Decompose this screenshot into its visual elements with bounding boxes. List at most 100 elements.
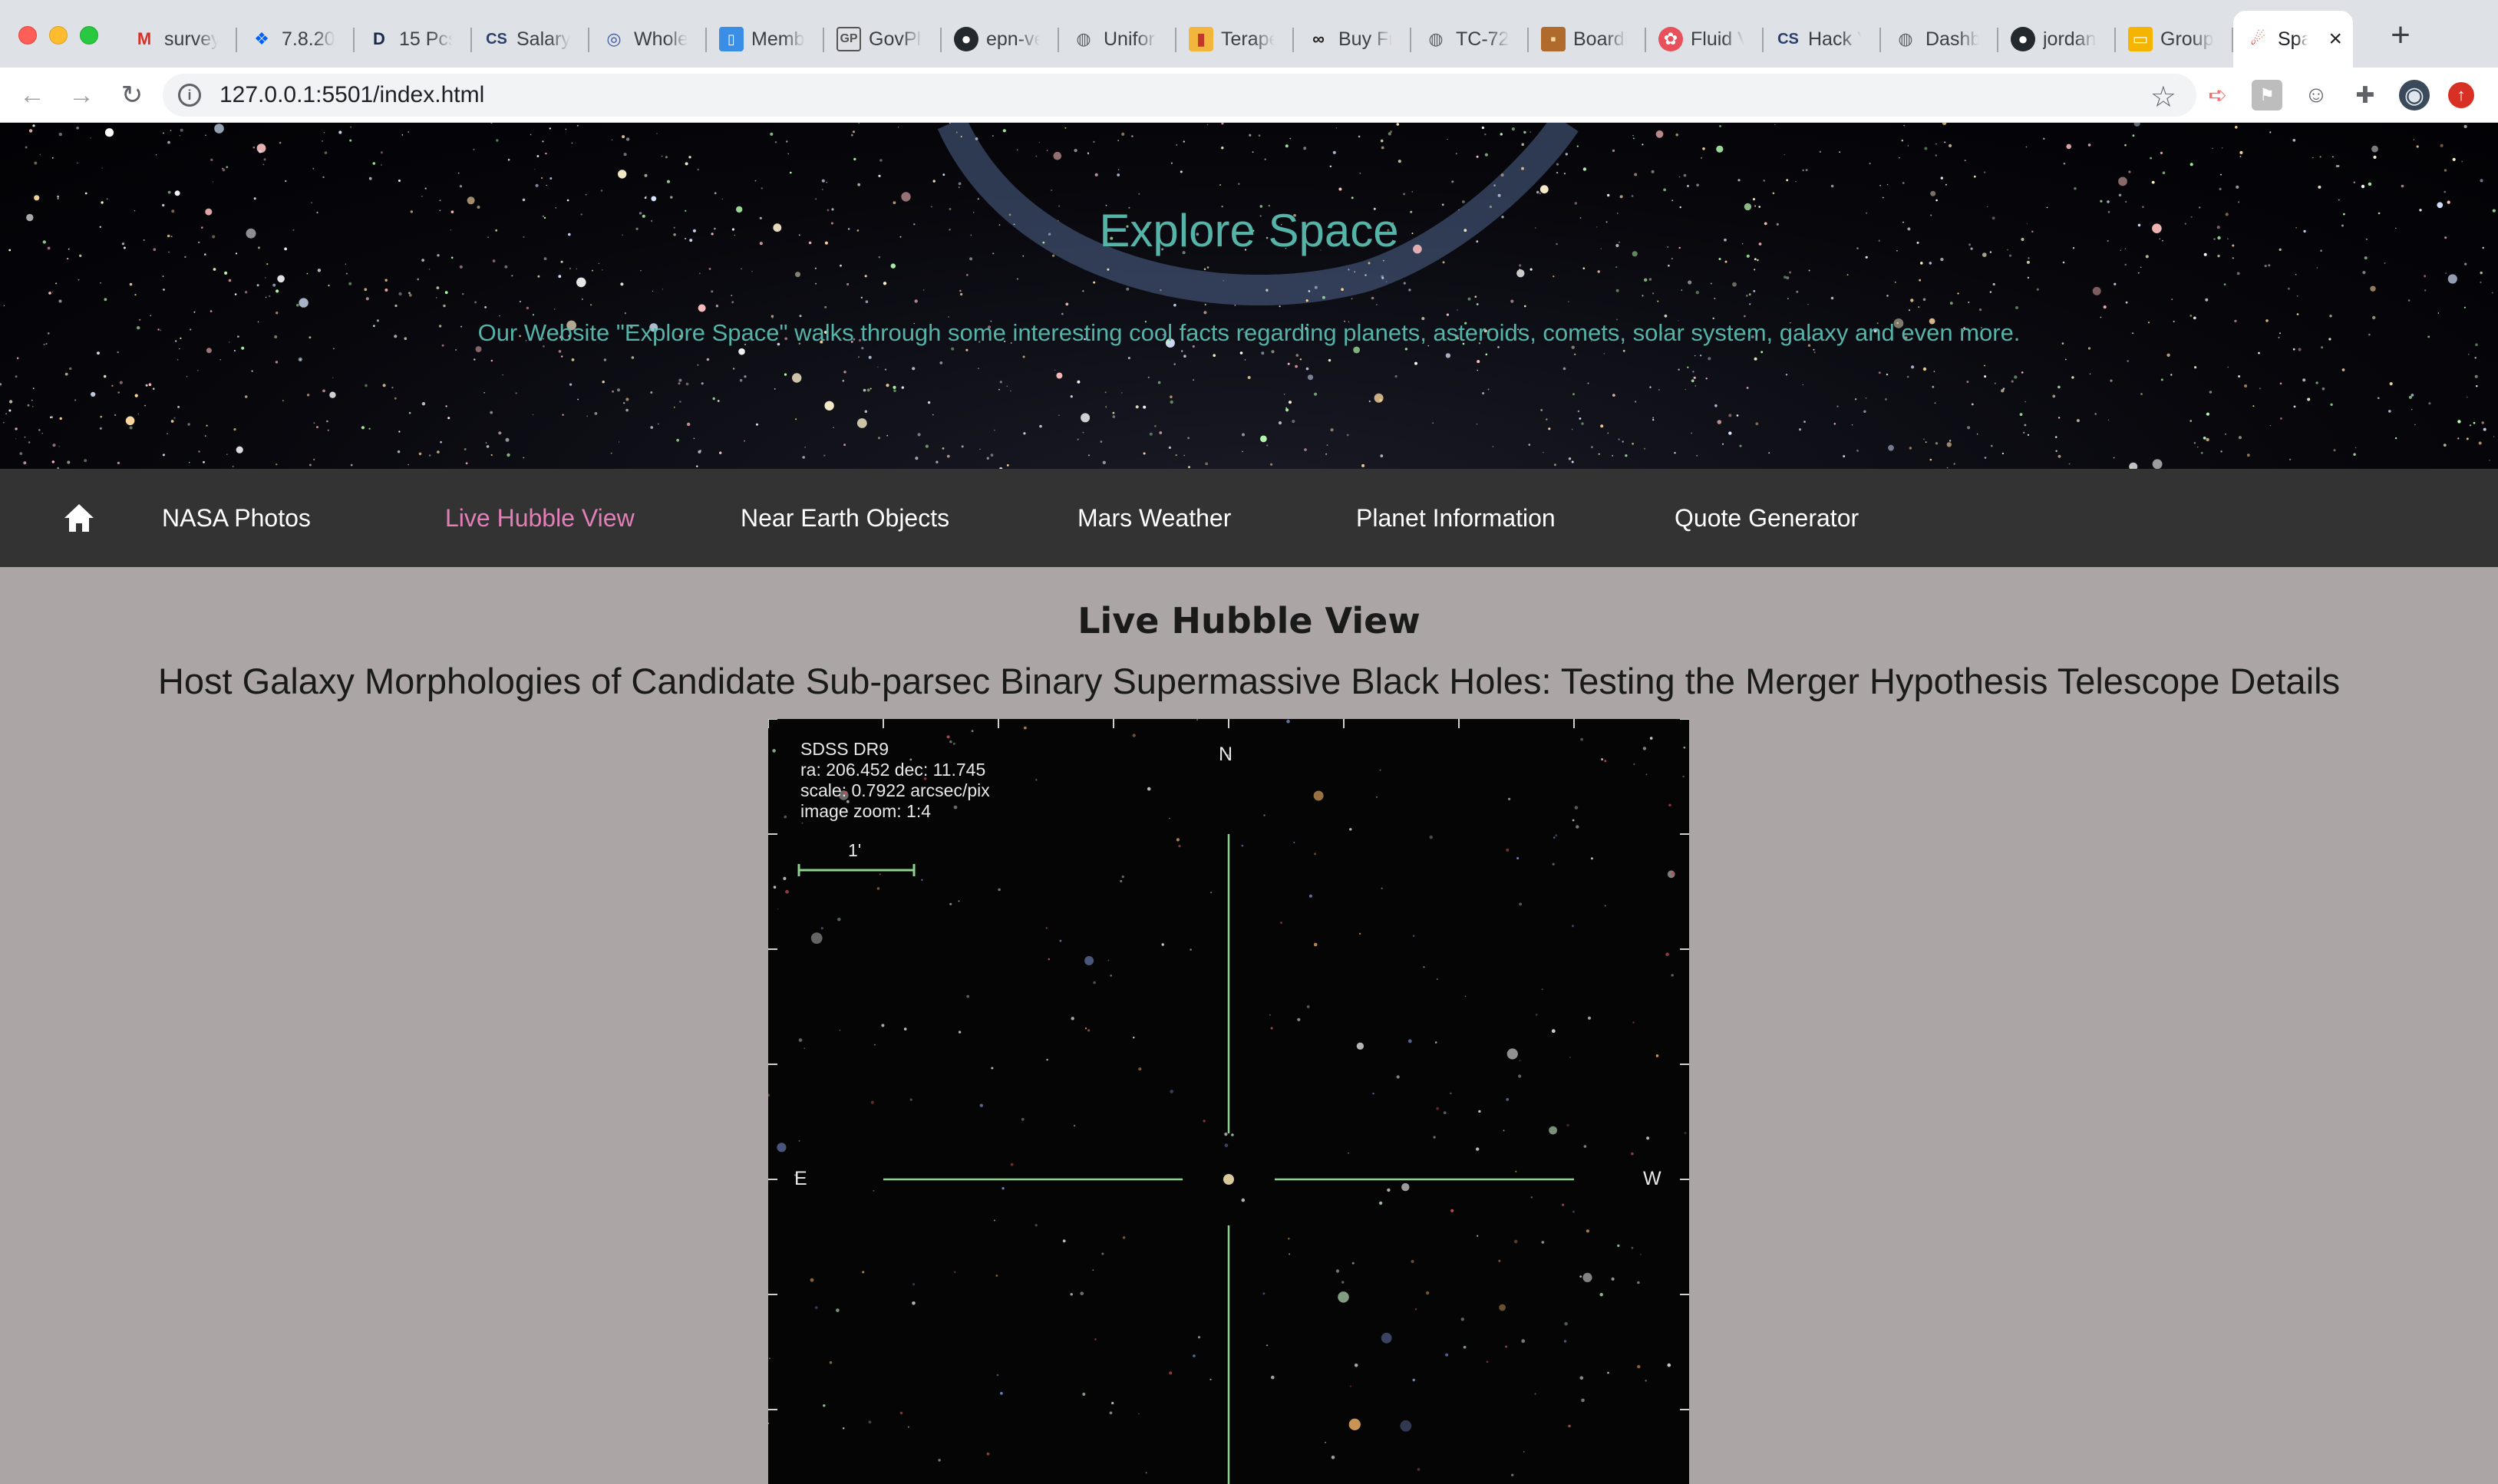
star [459,185,463,188]
browser-tab[interactable]: ▪ Boardi [1529,11,1646,68]
browser-tab[interactable]: ✿ Fluid V [1646,11,1764,68]
browser-tab[interactable]: ◍ Dashb [1881,11,1998,68]
extension-cast-icon[interactable]: ➪ [2208,82,2228,108]
star [1390,130,1393,133]
star [645,196,647,198]
star [1305,299,1308,302]
star [312,167,315,170]
star [2279,332,2281,335]
browser-tab[interactable]: ◍ Unifor [1059,11,1176,68]
browser-tab[interactable]: ∞ Buy Fr [1294,11,1411,68]
star [111,384,114,387]
star [1699,355,1702,357]
window-close-button[interactable] [18,26,37,45]
home-icon[interactable] [63,503,95,533]
nav-mars-weather[interactable]: Mars Weather [1077,503,1232,532]
star [1303,147,1307,150]
window-maximize-button[interactable] [80,26,98,45]
star [2457,437,2460,440]
star [611,139,613,140]
star [715,305,719,308]
star [253,197,256,200]
nav-planet-information[interactable]: Planet Information [1356,503,1556,532]
star [1279,305,1281,308]
star [1082,290,1084,292]
star [1668,264,1670,267]
sky-object [1601,758,1604,761]
star [999,381,1002,384]
browser-tab[interactable]: CS Salary [472,11,589,68]
browser-tab[interactable]: ❖ 7.8.20 [237,11,355,68]
star [1982,252,1987,257]
star [1971,403,1974,406]
star [1596,226,1598,228]
tab-title: Fluid V [1691,28,1744,50]
star [1712,317,1714,320]
page-heading: Live Hubble View [1077,600,1421,641]
profile-avatar[interactable]: ◉ [2399,80,2430,110]
star [2110,379,2113,382]
browser-tab[interactable]: ● epn-ve [942,11,1059,68]
sky-object [1338,1291,1349,1303]
browser-tab[interactable]: ◎ Whole [589,11,707,68]
sky-object [1109,1411,1113,1415]
star [450,210,454,213]
star [610,452,612,454]
star [417,278,420,281]
star [1104,391,1107,394]
star [1935,442,1939,445]
star [2444,236,2447,239]
browser-tab[interactable]: ▭ Group [2116,11,2233,68]
star [639,212,642,215]
browser-tab[interactable]: ● jordan [1998,11,2116,68]
star [1539,185,1549,194]
star [104,298,107,302]
star [685,209,687,212]
star [1341,288,1344,291]
star [721,198,723,200]
star [34,161,38,165]
nav-quote-generator[interactable]: Quote Generator [1675,503,1859,532]
browser-tab[interactable]: GPGovPla [824,11,942,68]
star [1946,442,1952,447]
extensions-puzzle-icon[interactable]: ✚ [2355,82,2375,108]
browser-tab[interactable]: ▯ Memb [707,11,824,68]
tab-close-icon[interactable]: × [2328,26,2342,51]
sky-object [1639,1253,1642,1255]
new-tab-button[interactable]: + [2391,16,2411,54]
star [860,296,863,298]
update-alert-icon[interactable]: ↑ [2448,82,2474,108]
star [1693,376,1696,379]
extension-face-icon[interactable]: ☺ [2304,82,2328,107]
star [1789,271,1792,274]
address-bar[interactable]: i 127.0.0.1:5501/index.html ☆ [163,74,2196,117]
sky-object [1092,1269,1094,1271]
browser-tab-active[interactable]: ☄ Spa × [2233,11,2353,68]
star [2092,286,2101,295]
window-minimize-button[interactable] [49,26,68,45]
star [78,279,80,281]
star [886,434,889,437]
star [2468,354,2470,355]
back-arrow-icon[interactable]: ← [19,80,45,110]
sky-object [1498,1259,1501,1262]
info-icon[interactable]: i [178,84,201,107]
reload-icon[interactable]: ↻ [120,81,144,110]
bookmark-star-icon[interactable]: ☆ [2150,81,2176,114]
nav-live-hubble-view[interactable]: Live Hubble View [445,503,635,532]
nav-near-earth-objects[interactable]: Near Earth Objects [741,503,950,532]
browser-tab[interactable]: ▮ Terape [1176,11,1294,68]
nav-nasa-photos[interactable]: NASA Photos [162,503,311,532]
browser-tab[interactable]: D 15 Pcs [355,11,472,68]
forward-arrow-icon[interactable]: → [68,80,94,110]
star [1617,213,1619,214]
star [1182,251,1186,255]
sky-object [958,900,960,902]
sky-object [1021,1117,1025,1121]
extension-puzzle-box-icon[interactable]: ⚑ [2252,80,2282,110]
browser-tab[interactable]: ◍ TC-72 [1411,11,1529,68]
star [1553,275,1555,278]
star [751,271,753,272]
